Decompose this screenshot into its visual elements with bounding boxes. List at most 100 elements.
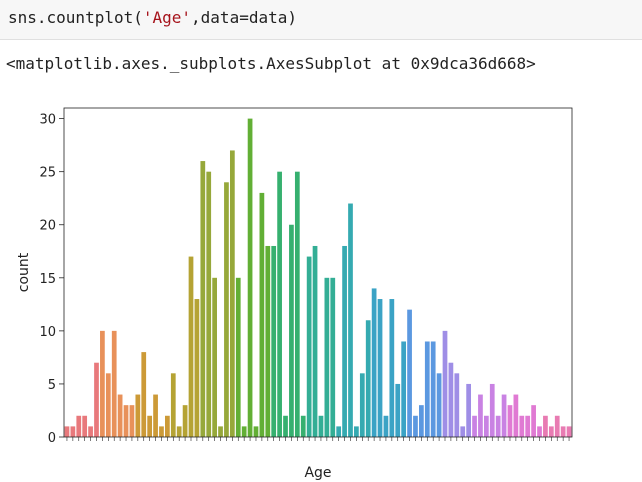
y-tick-label: 15 — [39, 272, 56, 287]
bar — [206, 171, 212, 437]
bar — [212, 277, 217, 437]
y-tick-label: 10 — [39, 325, 56, 340]
bar — [218, 426, 223, 437]
y-tick-label: 5 — [48, 378, 56, 393]
bar — [153, 394, 158, 437]
bar — [354, 426, 359, 437]
y-axis-label: count — [16, 252, 32, 292]
bar — [224, 182, 229, 437]
bar — [324, 277, 330, 437]
bar — [105, 373, 111, 437]
bar — [466, 383, 471, 437]
bar — [111, 330, 117, 437]
bars-group — [64, 118, 572, 438]
bar — [165, 415, 170, 437]
x-axis — [66, 437, 570, 441]
bar — [70, 426, 76, 437]
bar — [377, 299, 383, 437]
bar — [543, 415, 548, 437]
bar — [259, 192, 265, 437]
bar — [247, 118, 253, 438]
code-cell[interactable]: sns.countplot('Age',data=data) — [0, 0, 642, 40]
bar — [483, 415, 489, 437]
bar — [389, 299, 395, 437]
bar — [94, 362, 99, 437]
bar — [495, 415, 501, 437]
bar — [478, 394, 483, 437]
bar — [277, 171, 282, 437]
bar — [371, 288, 377, 437]
bar — [330, 277, 336, 437]
bar — [554, 415, 560, 437]
bar — [336, 426, 342, 437]
y-tick-label: 0 — [48, 431, 56, 446]
bar — [430, 341, 436, 437]
bar — [395, 383, 401, 437]
bar — [141, 352, 147, 437]
bar — [147, 415, 153, 437]
bar — [401, 341, 407, 437]
code-function: sns.countplot( — [8, 8, 143, 27]
bar — [419, 405, 424, 437]
bar — [117, 394, 123, 437]
bar — [265, 245, 271, 437]
bar — [129, 405, 135, 437]
bar — [194, 299, 200, 437]
bar — [548, 426, 554, 437]
code-input[interactable]: sns.countplot('Age',data=data) — [8, 8, 297, 27]
bar — [454, 373, 460, 437]
bar — [489, 383, 495, 437]
bar — [312, 245, 318, 437]
bar — [271, 245, 277, 437]
bar — [407, 309, 412, 437]
bar — [460, 426, 466, 437]
bar — [519, 415, 525, 437]
y-tick-label: 30 — [39, 113, 56, 128]
bar — [348, 203, 353, 437]
bar — [82, 415, 88, 437]
bar — [76, 415, 82, 437]
bar — [560, 426, 566, 437]
bar — [472, 415, 477, 437]
code-string-arg: 'Age' — [142, 8, 192, 27]
bar — [318, 415, 324, 437]
bar — [294, 171, 300, 437]
y-tick-label: 25 — [39, 166, 56, 181]
bar — [383, 415, 389, 437]
bar — [513, 394, 519, 437]
bar — [289, 224, 294, 437]
bar — [200, 161, 206, 437]
bar — [88, 426, 93, 437]
bar — [135, 394, 141, 437]
bar — [566, 426, 572, 437]
bar — [507, 405, 513, 437]
bar — [448, 362, 454, 437]
code-rest: ,data=data) — [191, 8, 297, 27]
bar — [531, 405, 536, 437]
bar — [170, 373, 176, 437]
bar — [229, 150, 235, 437]
bar — [300, 415, 306, 437]
bar — [342, 245, 347, 437]
bar — [176, 426, 182, 437]
bar — [436, 373, 442, 437]
bar — [123, 405, 129, 437]
bar — [413, 415, 418, 437]
bar — [283, 415, 288, 437]
x-axis-label: Age — [304, 465, 331, 481]
y-axis: 0 5 10 15 20 25 30 — [39, 113, 64, 446]
bar — [64, 426, 70, 437]
y-tick-label: 20 — [39, 219, 56, 234]
bar — [182, 405, 188, 437]
output-repr: <matplotlib.axes._subplots.AxesSubplot a… — [6, 54, 536, 73]
bar — [306, 256, 312, 437]
bar — [424, 341, 430, 437]
bar — [100, 330, 105, 437]
bar — [537, 426, 542, 437]
bar — [365, 320, 371, 437]
bar — [241, 426, 247, 437]
bar — [253, 426, 259, 437]
bar — [188, 256, 194, 437]
axes-frame — [63, 107, 573, 438]
